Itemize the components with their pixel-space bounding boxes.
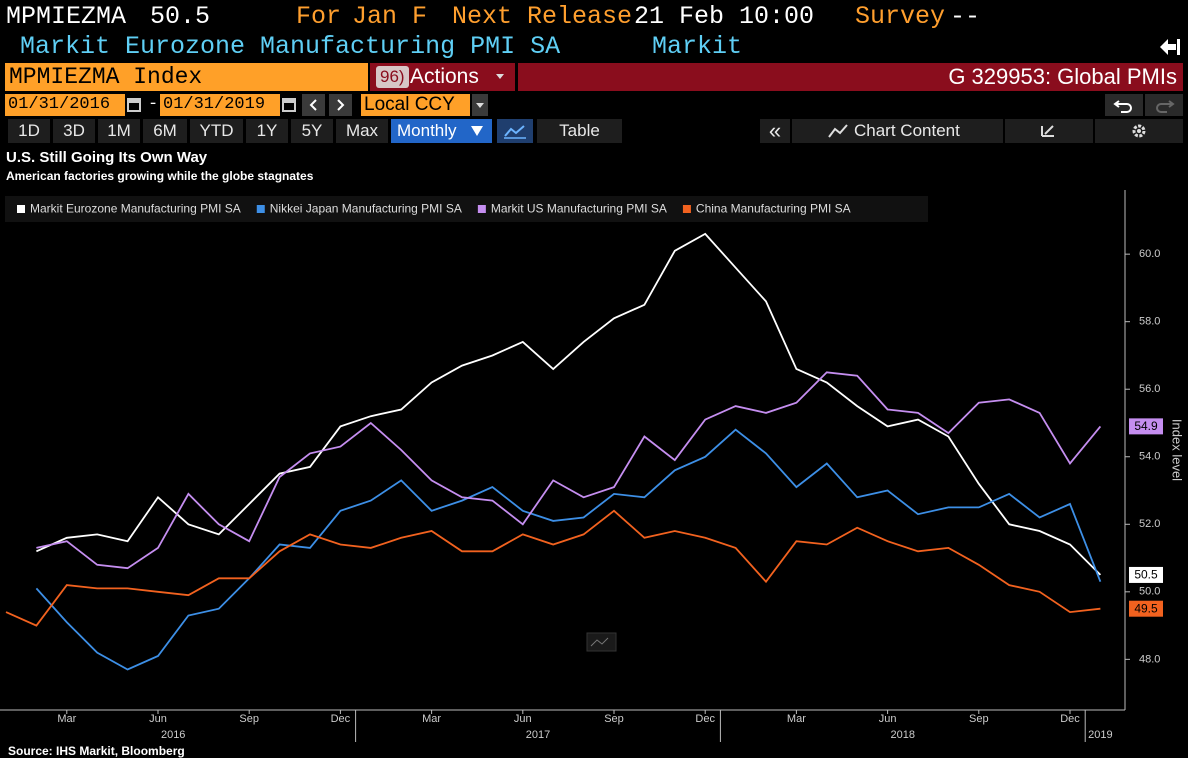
x-tick-label: Dec	[695, 713, 715, 725]
source: Markit	[652, 32, 743, 61]
legend-label: Markit US Manufacturing PMI SA	[491, 202, 667, 216]
end-date[interactable]: 01/31/2019	[160, 94, 280, 116]
y-tick-label: 48.0	[1139, 653, 1160, 665]
chart-title: U.S. Still Going Its Own Way	[6, 149, 208, 166]
actions-number: 96)	[376, 66, 409, 88]
chart-subtitle: American factories growing while the glo…	[6, 169, 314, 183]
undo-button[interactable]	[1105, 94, 1143, 116]
x-tick-label: Sep	[239, 713, 259, 725]
period-button[interactable]: 5Y	[291, 119, 333, 143]
settings-button[interactable]	[1095, 119, 1183, 143]
last-value-box	[1129, 600, 1163, 617]
legend-label: Markit Eurozone Manufacturing PMI SA	[30, 202, 241, 216]
x-tick-label: Mar	[422, 713, 441, 725]
legend-label: Nikkei Japan Manufacturing PMI SA	[270, 202, 462, 216]
description: Markit Eurozone Manufacturing PMI SA	[20, 32, 561, 61]
x-tick-label: Mar	[57, 713, 76, 725]
frequency-button[interactable]: Monthly	[391, 119, 492, 143]
group-bar[interactable]: G 329953: Global PMIs	[518, 63, 1183, 91]
last-value: 50.5	[150, 2, 211, 31]
prev-button[interactable]	[302, 94, 325, 116]
series-line	[35, 428, 1102, 671]
legend-swatch	[256, 205, 265, 213]
frequency-arrow	[471, 126, 483, 136]
collapse-button[interactable]: «	[760, 119, 790, 143]
x-tick-label: Mar	[787, 713, 806, 725]
chart-type-button[interactable]	[497, 119, 533, 143]
legend-swatch	[682, 205, 691, 213]
year-label: 2019	[1088, 729, 1112, 741]
redo-button[interactable]	[1145, 94, 1183, 116]
survey-label: Survey	[855, 2, 946, 31]
period-button[interactable]: 1Y	[246, 119, 288, 143]
ticker: MPMIEZMA	[6, 2, 127, 31]
x-tick-label: Jun	[149, 713, 167, 725]
y-tick-label: 58.0	[1139, 316, 1160, 328]
x-tick-label: Sep	[969, 713, 989, 725]
legend-label: China Manufacturing PMI SA	[696, 202, 851, 216]
calendar-icon[interactable]	[127, 96, 142, 114]
source-note: Source: IHS Markit, Bloomberg	[8, 744, 185, 758]
x-tick-label: Dec	[1060, 713, 1080, 725]
chart-menu-icon[interactable]	[586, 632, 617, 652]
chart-content-button[interactable]: Chart Content	[792, 119, 1003, 143]
series-line	[5, 509, 1101, 627]
release-label: Next Release	[452, 2, 633, 31]
y-tick-label: 54.0	[1139, 451, 1160, 463]
period-button[interactable]: 1M	[98, 119, 140, 143]
period-label: For	[296, 2, 342, 31]
next-button[interactable]	[329, 94, 352, 116]
period-button[interactable]: YTD	[190, 119, 243, 143]
actions-menu[interactable]: 96) Actions	[370, 63, 515, 91]
table-button[interactable]: Table	[537, 119, 622, 143]
y-tick-label: 52.0	[1139, 518, 1160, 530]
calendar-icon[interactable]	[282, 96, 297, 114]
period-button[interactable]: 3D	[53, 119, 95, 143]
last-value-label: 49.5	[1134, 601, 1158, 615]
chart-content-icon	[828, 124, 848, 138]
edit-button[interactable]	[1005, 119, 1093, 143]
currency-select[interactable]: Local CCY	[361, 94, 470, 116]
legend-box	[5, 196, 928, 222]
period-button[interactable]: 6M	[143, 119, 187, 143]
x-tick-label: Sep	[604, 713, 624, 725]
last-value-label: 50.5	[1134, 568, 1158, 582]
back-arrow	[1160, 39, 1176, 55]
chart: U.S. Still Going Its Own Way American fa…	[0, 149, 1185, 758]
year-label: 2018	[891, 729, 915, 741]
year-label: 2016	[161, 729, 185, 741]
date-separator: -	[148, 95, 159, 114]
actions-label: Actions	[410, 65, 479, 88]
y-tick-label: 50.0	[1139, 586, 1160, 598]
legend-swatch	[17, 205, 25, 213]
release-time: 21 Feb 10:00	[634, 2, 815, 31]
x-tick-label: Jun	[879, 713, 897, 725]
security-input[interactable]: MPMIEZMA Index	[5, 63, 368, 91]
series-line	[36, 232, 1102, 576]
period-button[interactable]: 1D	[8, 119, 50, 143]
currency-dropdown[interactable]	[472, 94, 488, 116]
last-value-box	[1129, 418, 1163, 435]
legend-swatch	[477, 205, 486, 213]
y-tick-label: 56.0	[1139, 383, 1160, 395]
last-value-box	[1129, 566, 1163, 583]
x-tick-label: Jun	[514, 713, 532, 725]
period-button[interactable]: Max	[336, 119, 388, 143]
survey-value: --	[950, 2, 981, 31]
start-date[interactable]: 01/31/2016	[5, 94, 125, 116]
dropdown-arrow	[496, 74, 504, 79]
chart-content-label: Chart Content	[854, 121, 960, 140]
back-icon[interactable]	[1158, 36, 1182, 58]
chart-menu-glyph	[590, 637, 609, 647]
y-axis-label: Index level	[1170, 419, 1185, 481]
series-line	[36, 371, 1102, 570]
period: Jan F	[352, 2, 428, 31]
back-bar	[1177, 39, 1180, 55]
frequency-label: Monthly	[397, 121, 457, 140]
x-tick-label: Dec	[331, 713, 351, 725]
last-value-label: 54.9	[1134, 419, 1158, 433]
y-tick-label: 60.0	[1139, 248, 1160, 260]
year-label: 2017	[526, 729, 550, 741]
